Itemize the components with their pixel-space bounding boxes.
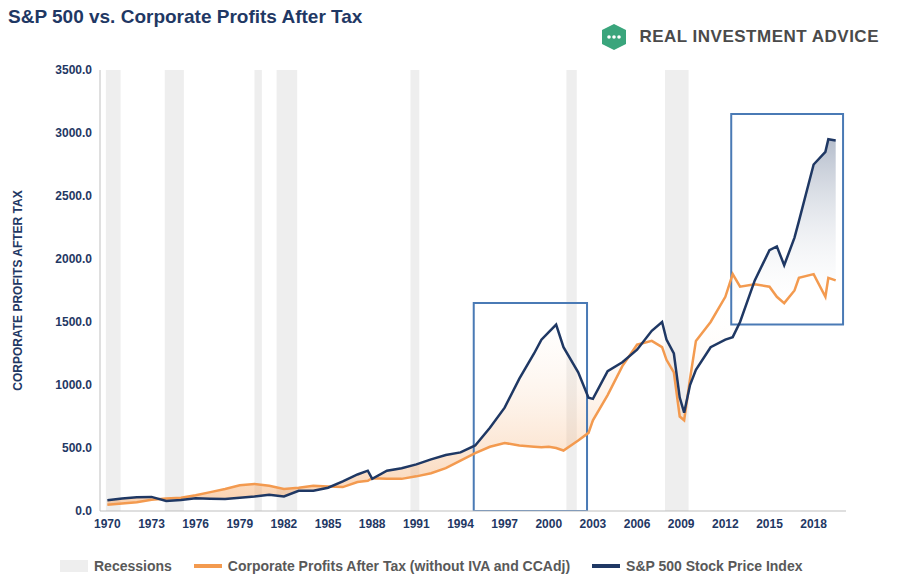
svg-text:1000.0: 1000.0 (55, 378, 92, 392)
svg-text:1500.0: 1500.0 (55, 315, 92, 329)
svg-text:1970: 1970 (94, 517, 121, 531)
svg-text:2015: 2015 (756, 517, 783, 531)
svg-text:2003: 2003 (580, 517, 607, 531)
html-text:S&P 500 vs. Corporate Profits: S&P 500 vs. Corporate Profits After Tax (8, 6, 363, 27)
html-text:Corporate Profits After Tax (w: Corporate Profits After Tax (without IVA… (227, 558, 571, 574)
html-text:S&P 500 Stock Price Index: S&P 500 Stock Price Index (626, 558, 803, 574)
svg-text:2006: 2006 (624, 517, 651, 531)
svg-text:2012: 2012 (712, 517, 739, 531)
svg-text:2009: 2009 (668, 517, 695, 531)
svg-text:CORPORATE PROFITS AFTER TAX: CORPORATE PROFITS AFTER TAX (11, 190, 25, 390)
svg-text:3000.0: 3000.0 (55, 126, 92, 140)
svg-text:2500.0: 2500.0 (55, 189, 92, 203)
svg-text:0.0: 0.0 (75, 504, 92, 518)
svg-text:1982: 1982 (271, 517, 298, 531)
svg-text:2000.0: 2000.0 (55, 252, 92, 266)
svg-text:500.0: 500.0 (62, 441, 92, 455)
svg-text:1997: 1997 (491, 517, 518, 531)
svg-text:1985: 1985 (315, 517, 342, 531)
svg-text:1979: 1979 (226, 517, 253, 531)
svg-text:1991: 1991 (403, 517, 430, 531)
html-text:REAL INVESTMENT ADVICE: REAL INVESTMENT ADVICE (639, 27, 879, 46)
html-text:Recessions: Recessions (94, 558, 172, 574)
svg-text:1973: 1973 (138, 517, 165, 531)
svg-text:2000: 2000 (535, 517, 562, 531)
svg-text:1988: 1988 (359, 517, 386, 531)
svg-text:3500.0: 3500.0 (55, 63, 92, 77)
svg-text:1976: 1976 (182, 517, 209, 531)
svg-text:2018: 2018 (800, 517, 827, 531)
svg-text:1994: 1994 (447, 517, 474, 531)
